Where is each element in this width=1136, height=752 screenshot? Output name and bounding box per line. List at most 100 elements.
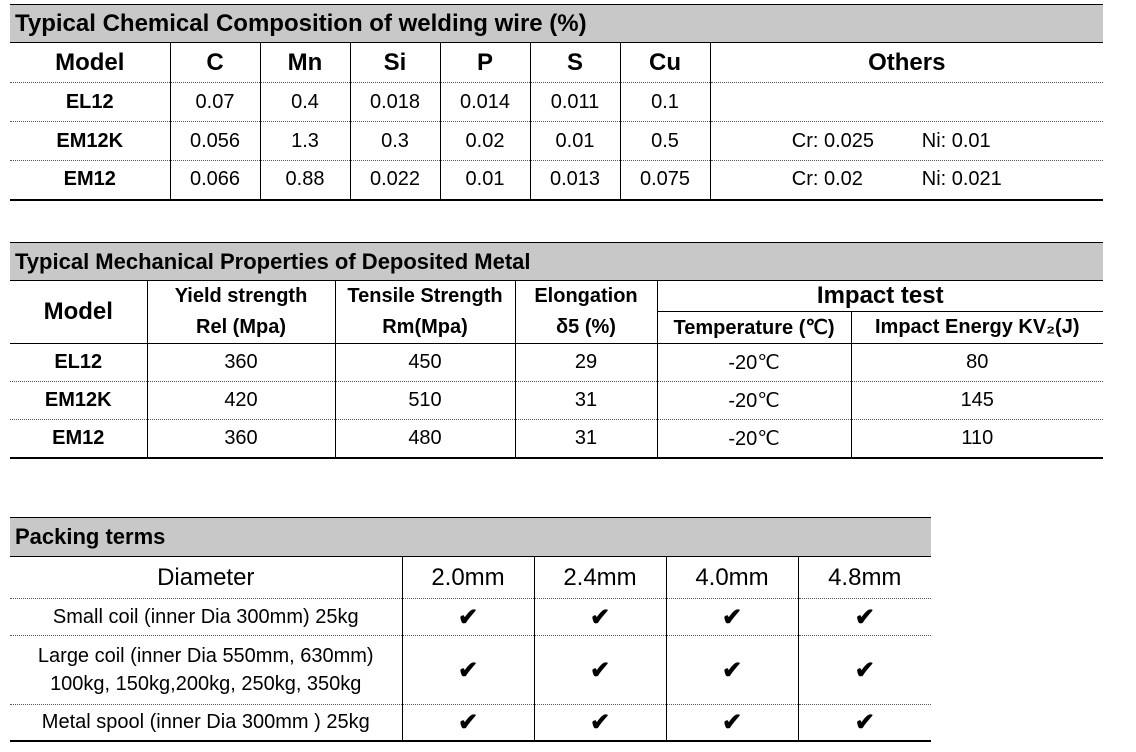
header-size-4-8: 4.8mm xyxy=(797,556,932,599)
table-row: Small coil (inner Dia 300mm) 25kg ✔ ✔ ✔ … xyxy=(10,598,932,636)
table-row: EL12 360 450 29 -20℃ 80 xyxy=(10,343,1104,382)
header-size-2-0: 2.0mm xyxy=(401,556,534,599)
chemical-composition-table: Typical Chemical Composition of welding … xyxy=(10,4,1103,201)
header-size-4-0: 4.0mm xyxy=(665,556,798,599)
p-cell: 0.02 xyxy=(439,121,530,161)
others-cell xyxy=(709,82,1103,122)
check-icon: ✔ xyxy=(665,635,798,705)
others-ni: Ni: 0.01 xyxy=(921,129,991,152)
table-row: Large coil (inner Dia 550mm, 630mm) 100k… xyxy=(10,635,932,705)
energy-cell: 145 xyxy=(850,381,1104,420)
packing-label: Small coil (inner Dia 300mm) 25kg xyxy=(52,605,359,628)
others-cr: Cr: 0.02 xyxy=(791,168,863,191)
check-icon: ✔ xyxy=(533,598,666,636)
yield-cell: 420 xyxy=(146,381,335,420)
temperature-cell: -20℃ xyxy=(656,419,851,458)
header-elongation-line1: Elongation xyxy=(514,280,657,312)
others-cell: Cr: 0.02 Ni: 0.021 xyxy=(709,160,1103,200)
others-ni: Ni: 0.021 xyxy=(921,168,1002,191)
tensile-cell: 480 xyxy=(334,419,515,458)
cu-cell: 0.1 xyxy=(619,82,710,122)
table-row: EM12 360 480 31 -20℃ 110 xyxy=(10,419,1104,458)
p-cell: 0.01 xyxy=(439,160,530,200)
model-cell: EM12 xyxy=(63,168,116,191)
header-c: C xyxy=(169,42,260,83)
chemical-composition-section: Typical Chemical Composition of welding … xyxy=(10,4,1103,201)
mn-cell: 0.88 xyxy=(259,160,350,200)
temperature-cell: -20℃ xyxy=(656,343,851,382)
tensile-cell: 510 xyxy=(334,381,515,420)
mechanical-properties-section: Typical Mechanical Properties of Deposit… xyxy=(10,242,1104,459)
header-cu: Cu xyxy=(619,42,710,83)
check-icon: ✔ xyxy=(665,704,798,741)
si-cell: 0.3 xyxy=(349,121,440,161)
table-row: EL12 0.07 0.4 0.018 0.014 0.011 0.1 xyxy=(10,82,1103,122)
c-cell: 0.07 xyxy=(169,82,260,122)
packing-label: Large coil (inner Dia 550mm, 630mm) 100k… xyxy=(10,636,402,705)
c-cell: 0.066 xyxy=(169,160,260,200)
others-cell: Cr: 0.025 Ni: 0.01 xyxy=(709,121,1103,161)
tensile-cell: 450 xyxy=(334,343,515,382)
header-others: Others xyxy=(709,42,1103,83)
header-yield-line2: Rel (Mpa) xyxy=(146,311,335,344)
packing-label-line2: 100kg, 150kg,200kg, 250kg, 350kg xyxy=(50,673,362,695)
mechanical-properties-table: Typical Mechanical Properties of Deposit… xyxy=(10,242,1104,459)
model-cell: EL12 xyxy=(65,90,114,113)
yield-cell: 360 xyxy=(146,343,335,382)
header-impact-test: Impact test xyxy=(656,280,1104,312)
table-row: EM12K 420 510 31 -20℃ 145 xyxy=(10,381,1104,420)
table-row: Metal spool (inner Dia 300mm ) 25kg ✔ ✔ … xyxy=(10,704,932,741)
header-model: Model xyxy=(10,280,147,344)
cu-cell: 0.5 xyxy=(619,121,710,161)
packing-label-line1: Large coil (inner Dia 550mm, 630mm) xyxy=(37,645,374,667)
table-row: EM12 0.066 0.88 0.022 0.01 0.013 0.075 C… xyxy=(10,160,1103,200)
si-cell: 0.018 xyxy=(349,82,440,122)
header-model: Model xyxy=(55,48,125,76)
chemical-title: Typical Chemical Composition of welding … xyxy=(10,4,1103,43)
header-yield-line1: Yield strength xyxy=(146,280,335,312)
packing-label: Metal spool (inner Dia 300mm ) 25kg xyxy=(41,710,370,733)
s-cell: 0.011 xyxy=(529,82,620,122)
packing-terms-section: Packing terms Diameter 2.0mm 2.4mm 4.0mm… xyxy=(10,517,932,742)
s-cell: 0.01 xyxy=(529,121,620,161)
yield-cell: 360 xyxy=(146,419,335,458)
header-tensile-line1: Tensile Strength xyxy=(334,280,515,312)
mechanical-title: Typical Mechanical Properties of Deposit… xyxy=(10,242,1104,281)
header-tensile-line2: Rm(Mpa) xyxy=(334,311,515,344)
check-icon: ✔ xyxy=(797,598,932,636)
header-diameter: Diameter xyxy=(157,563,255,591)
header-size-2-4: 2.4mm xyxy=(533,556,666,599)
model-cell: EM12K xyxy=(44,389,112,411)
packing-title: Packing terms xyxy=(10,517,932,557)
check-icon: ✔ xyxy=(665,598,798,636)
energy-cell: 110 xyxy=(850,419,1104,458)
mn-cell: 0.4 xyxy=(259,82,350,122)
check-icon: ✔ xyxy=(533,704,666,741)
check-icon: ✔ xyxy=(401,635,534,705)
header-temperature: Temperature (℃) xyxy=(656,311,851,344)
header-elongation-line2: δ5 (%) xyxy=(514,311,657,344)
model-cell: EM12 xyxy=(52,426,105,449)
header-mn: Mn xyxy=(259,42,350,83)
others-cr: Cr: 0.025 xyxy=(791,129,875,152)
header-p: P xyxy=(439,42,530,83)
table-row: EM12K 0.056 1.3 0.3 0.02 0.01 0.5 Cr: 0.… xyxy=(10,121,1103,161)
energy-cell: 80 xyxy=(850,343,1104,382)
packing-terms-table: Packing terms Diameter 2.0mm 2.4mm 4.0mm… xyxy=(10,517,932,742)
model-cell: EL12 xyxy=(54,351,103,373)
check-icon: ✔ xyxy=(533,635,666,705)
header-s: S xyxy=(529,42,620,83)
elongation-cell: 31 xyxy=(514,419,657,458)
temperature-cell: -20℃ xyxy=(656,381,851,420)
p-cell: 0.014 xyxy=(439,82,530,122)
check-icon: ✔ xyxy=(401,598,534,636)
check-icon: ✔ xyxy=(401,704,534,741)
c-cell: 0.056 xyxy=(169,121,260,161)
s-cell: 0.013 xyxy=(529,160,620,200)
header-si: Si xyxy=(349,42,440,83)
mn-cell: 1.3 xyxy=(259,121,350,161)
cu-cell: 0.075 xyxy=(619,160,710,200)
header-impact-energy: Impact Energy KV₂(J) xyxy=(850,311,1104,344)
check-icon: ✔ xyxy=(797,635,932,705)
check-icon: ✔ xyxy=(797,704,932,741)
